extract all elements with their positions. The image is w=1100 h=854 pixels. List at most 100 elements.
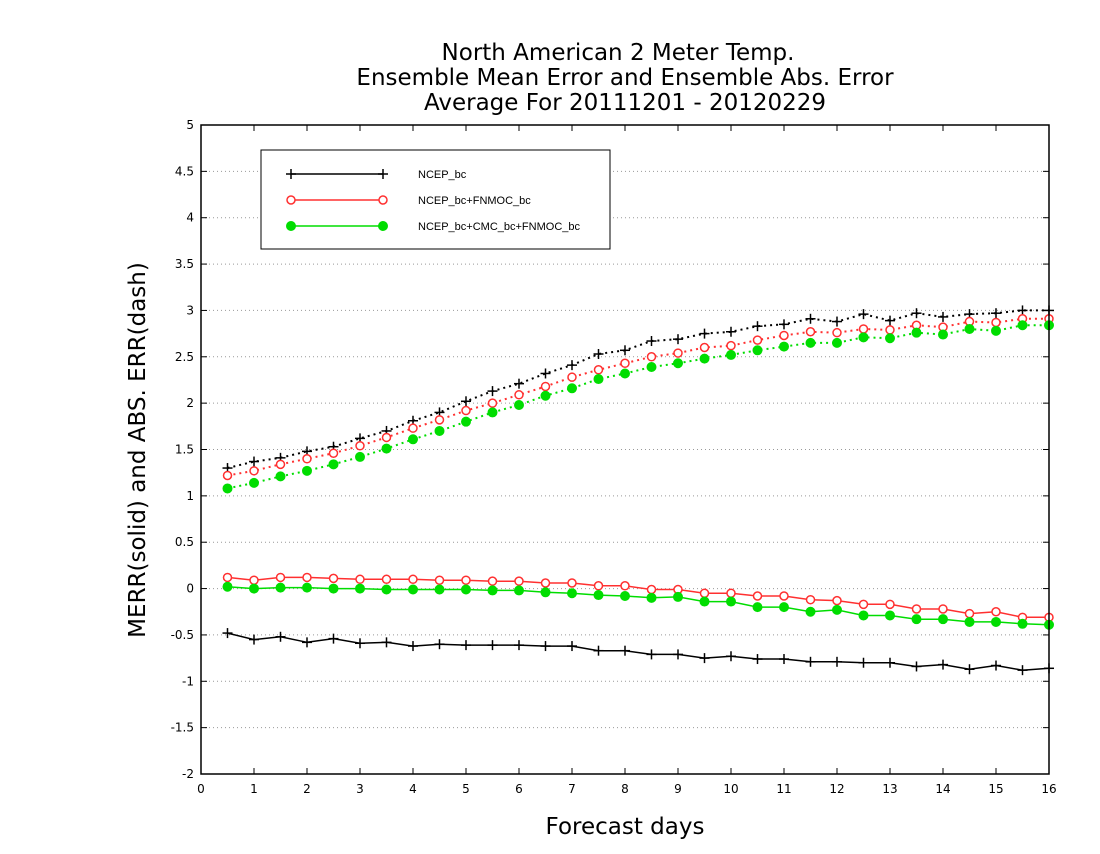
- data-point: [832, 656, 842, 667]
- data-point: [726, 596, 736, 607]
- data-point: [964, 323, 975, 334]
- data-point: [275, 572, 286, 583]
- data-point: [514, 576, 524, 586]
- data-point: [302, 454, 312, 464]
- data-point: [514, 390, 524, 400]
- data-point: [752, 321, 763, 332]
- data-point: [593, 581, 604, 591]
- series-3: [222, 320, 1054, 630]
- y-tick-label: -0.5: [171, 628, 194, 642]
- series: [222, 305, 1054, 676]
- x-tick-label: 5: [462, 782, 470, 796]
- data-point: [275, 631, 286, 642]
- title-line-2: Ensemble Mean Error and Ensemble Abs. Er…: [356, 65, 894, 91]
- data-point: [302, 637, 312, 648]
- data-point: [885, 315, 895, 326]
- legend-item-1: NCEP_bc: [286, 169, 467, 181]
- data-point: [938, 614, 948, 625]
- data-point: [752, 654, 763, 665]
- data-point: [699, 596, 710, 607]
- data-point: [699, 588, 710, 598]
- data-point: [487, 398, 498, 408]
- data-point: [805, 594, 816, 605]
- data-point: [286, 195, 296, 205]
- data-point: [249, 583, 259, 594]
- data-point: [328, 459, 339, 470]
- data-point: [593, 374, 604, 385]
- data-point: [222, 572, 233, 583]
- data-point: [858, 610, 869, 621]
- data-point: [567, 588, 577, 599]
- data-point: [461, 405, 471, 416]
- data-point: [646, 584, 657, 595]
- x-tick-label: 8: [621, 782, 629, 796]
- series-2: [222, 314, 1054, 623]
- data-point: [620, 581, 630, 591]
- data-point: [487, 585, 498, 596]
- data-point: [699, 342, 710, 353]
- x-tick-label: 3: [356, 782, 364, 796]
- data-point: [381, 637, 392, 648]
- data-point: [911, 604, 922, 614]
- data-point: [275, 471, 286, 482]
- grid: [201, 170, 1049, 729]
- abs-err-line: [227, 324, 1049, 490]
- y-tick-label: 3.5: [175, 257, 194, 271]
- data-point: [832, 316, 842, 327]
- data-point: [514, 640, 524, 651]
- data-point: [991, 607, 1001, 617]
- data-point: [858, 599, 869, 610]
- data-point: [1017, 305, 1028, 316]
- data-point: [286, 221, 296, 231]
- data-point: [991, 660, 1001, 671]
- data-point: [620, 345, 630, 356]
- data-point: [646, 361, 657, 372]
- data-point: [620, 358, 630, 369]
- data-point: [540, 381, 551, 392]
- data-point: [911, 614, 922, 625]
- x-tick-label: 10: [723, 782, 738, 796]
- data-point: [540, 587, 551, 598]
- data-point: [567, 383, 577, 394]
- data-point: [752, 602, 763, 613]
- data-point: [646, 352, 657, 362]
- x-tick-label: 15: [988, 782, 1003, 796]
- legend-item-3: NCEP_bc+CMC_bc+FNMOC_bc: [286, 221, 580, 233]
- y-tick-label: 5: [186, 118, 194, 132]
- data-point: [434, 575, 445, 585]
- legend-label: NCEP_bc: [418, 169, 467, 181]
- merr-line: [227, 585, 1050, 626]
- data-point: [222, 628, 233, 639]
- data-point: [779, 330, 789, 341]
- data-point: [726, 340, 736, 351]
- data-point: [514, 378, 524, 389]
- legend-item-2: NCEP_bc+FNMOC_bc: [286, 195, 531, 207]
- data-point: [938, 329, 948, 340]
- data-point: [408, 434, 418, 445]
- data-point: [540, 390, 551, 401]
- data-point: [858, 309, 869, 320]
- data-point: [514, 585, 524, 596]
- data-point: [302, 572, 312, 583]
- data-point: [858, 657, 869, 668]
- data-point: [222, 581, 233, 592]
- data-point: [381, 432, 392, 443]
- data-point: [779, 591, 789, 601]
- data-point: [302, 582, 312, 593]
- data-point: [540, 578, 551, 588]
- legend: NCEP_bc NCEP_bc+FNMOC_bc NCEP_bc+CMC_bc+FN…: [260, 149, 611, 250]
- data-point: [249, 634, 259, 645]
- data-point: [991, 616, 1001, 627]
- data-point: [938, 659, 948, 670]
- data-point: [991, 325, 1001, 336]
- data-point: [620, 590, 630, 601]
- data-point: [673, 358, 683, 369]
- data-point: [1017, 665, 1028, 676]
- data-point: [593, 365, 604, 375]
- data-point: [779, 319, 789, 330]
- data-point: [378, 195, 388, 205]
- data-point: [805, 337, 816, 348]
- x-axis-label: Forecast days: [546, 814, 705, 840]
- data-point: [699, 353, 710, 364]
